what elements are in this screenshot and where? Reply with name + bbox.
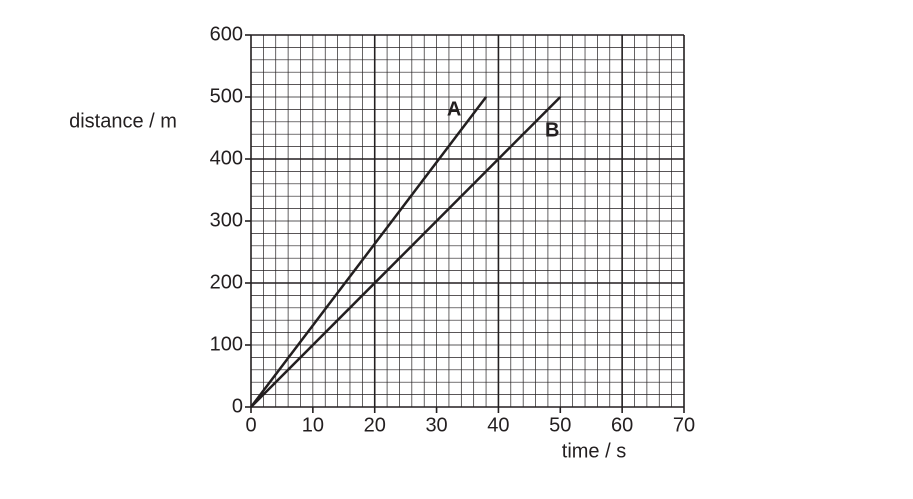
x-tick-label: 60 [611,414,633,436]
y-tick-label: 600 [210,23,243,45]
x-tick-label: 70 [673,414,695,436]
legend-label: A [447,98,461,120]
x-axis-label: time / s [562,440,626,462]
x-tick-label: 50 [549,414,571,436]
legend-label: B [545,119,559,141]
data-line [250,96,488,408]
data-line [250,96,562,408]
x-tick-label: 0 [245,414,256,436]
y-tick-label: 200 [210,271,243,293]
y-tick-label: 100 [210,333,243,355]
x-tick-label: 20 [364,414,386,436]
x-tick-label: 30 [425,414,447,436]
x-tick-label: 40 [487,414,509,436]
y-tick-label: 0 [232,395,243,417]
y-tick-label: 500 [210,85,243,107]
x-tick-label: 10 [302,414,324,436]
y-tick-label: 400 [210,147,243,169]
y-tick-label: 300 [210,209,243,231]
y-axis-label: distance / m [69,110,177,132]
